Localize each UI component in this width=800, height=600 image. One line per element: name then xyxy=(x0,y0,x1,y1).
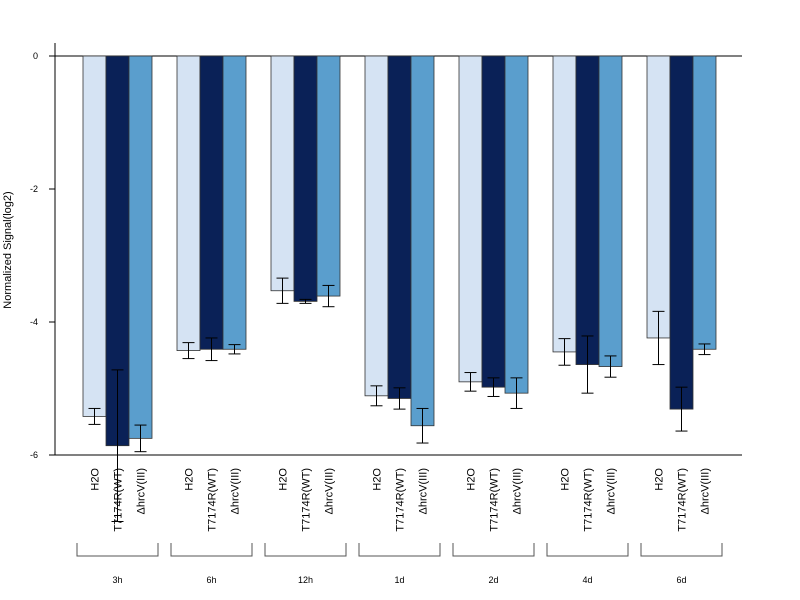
bar xyxy=(692,55,717,350)
bar xyxy=(575,55,600,365)
bar-label: H2O xyxy=(278,468,290,491)
bar-label: H2O xyxy=(372,468,384,491)
group-label: 3h xyxy=(112,575,122,585)
bar xyxy=(646,55,671,339)
y-tick-label: -2 xyxy=(30,184,38,194)
bar-label: T7174R(WT) xyxy=(301,468,313,532)
group-bracket xyxy=(640,543,723,557)
bar-label: T7174R(WT) xyxy=(489,468,501,532)
bar-label: T7174R(WT) xyxy=(113,468,125,532)
bar xyxy=(598,55,623,367)
bar xyxy=(270,55,295,292)
bar xyxy=(293,55,318,302)
bar-label: ΔhrcV(III) xyxy=(418,468,430,514)
group-label: 2d xyxy=(488,575,498,585)
y-axis-label: Normalized Signal(log2) xyxy=(2,191,14,308)
bar-label: T7174R(WT) xyxy=(583,468,595,532)
bar xyxy=(222,55,247,350)
group-bracket xyxy=(76,543,159,557)
bar-label: T7174R(WT) xyxy=(395,468,407,532)
bar xyxy=(199,55,224,350)
group-bracket xyxy=(170,543,253,557)
y-tick-label: 0 xyxy=(33,51,38,61)
bar-label: ΔhrcV(III) xyxy=(606,468,618,514)
bar xyxy=(128,55,153,439)
bar xyxy=(316,55,341,297)
bar xyxy=(481,55,506,388)
y-tick-label: -6 xyxy=(30,450,38,460)
bar-label: ΔhrcV(III) xyxy=(324,468,336,514)
group-label: 6d xyxy=(676,575,686,585)
bar-label: ΔhrcV(III) xyxy=(230,468,242,514)
group-label: 12h xyxy=(298,575,313,585)
bar-label: H2O xyxy=(466,468,478,491)
bar-label: ΔhrcV(III) xyxy=(136,468,148,514)
group-label: 6h xyxy=(206,575,216,585)
group-bracket xyxy=(452,543,535,557)
bar-label: ΔhrcV(III) xyxy=(512,468,524,514)
bar-label: H2O xyxy=(184,468,196,491)
bar xyxy=(410,55,435,427)
bar xyxy=(669,55,694,410)
bar-label: T7174R(WT) xyxy=(207,468,219,532)
bar xyxy=(504,55,529,394)
bar xyxy=(552,55,577,353)
bar xyxy=(364,55,389,397)
bar-label: H2O xyxy=(90,468,102,491)
group-label: 4d xyxy=(582,575,592,585)
bar xyxy=(458,55,483,383)
bar xyxy=(387,55,412,399)
bar-label: T7174R(WT) xyxy=(677,468,689,532)
group-bracket xyxy=(264,543,347,557)
bar xyxy=(82,55,107,417)
bar xyxy=(176,55,201,351)
bar-label: ΔhrcV(III) xyxy=(700,468,712,514)
group-bracket xyxy=(358,543,441,557)
y-tick-label: -4 xyxy=(30,317,38,327)
bar-label: H2O xyxy=(560,468,572,491)
group-label: 1d xyxy=(394,575,404,585)
group-bracket xyxy=(546,543,629,557)
bar-label: H2O xyxy=(654,468,666,491)
